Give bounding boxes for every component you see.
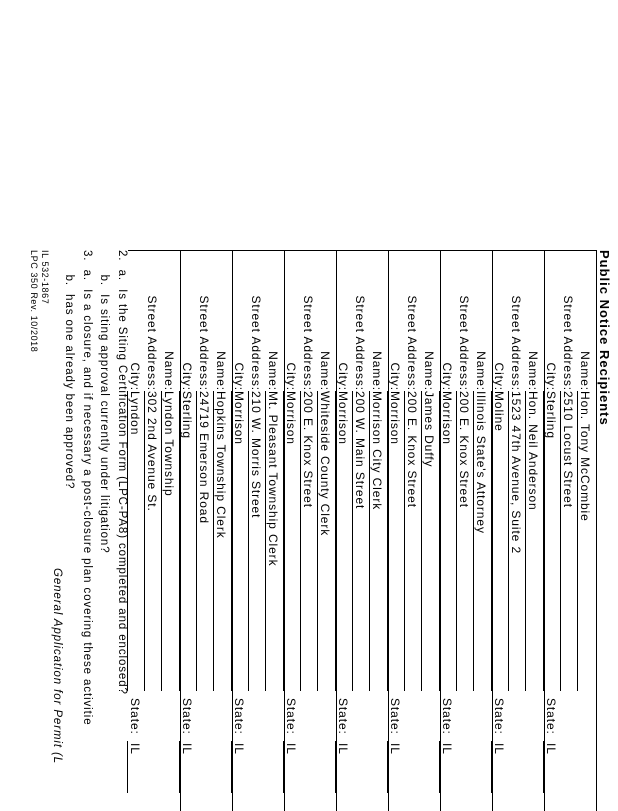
form-revision: LPC 350 Rev. 10/2018 (29, 250, 39, 353)
street-label: Street Address: (145, 295, 159, 391)
section-title: Public Notice Recipients (597, 250, 612, 426)
state-label: State: (128, 698, 142, 735)
state-field[interactable]: IL (491, 741, 507, 793)
recipient-block: Name: Mt. Pleasant Township Clerk Street A… (231, 250, 285, 811)
recipient-name-row: Name: Hopkins Township Clerk (212, 251, 229, 811)
recipient-name-row: Name: James Duffy (420, 251, 437, 811)
recipient-block: Name: Whiteside County Clerk Street Addres… (283, 250, 337, 811)
recipient-street-row: Street Address: 210 W. Morris Street (247, 251, 264, 811)
name-label: Name: (214, 351, 228, 391)
recipient-block: Name: Hopkins Township Clerk Street Addres… (179, 250, 233, 811)
name-label: Name: (474, 351, 488, 391)
street-field[interactable]: 200 E. Knox Street (404, 391, 420, 691)
name-label: Name: (578, 351, 592, 391)
street-label: Street Address: (561, 295, 575, 391)
name-field[interactable]: Hon. Neil Anderson (525, 391, 541, 691)
recipient-block: Name: Hon. Neil Anderson Street Address: 15… (491, 250, 545, 811)
name-field[interactable]: Lyndon Township (161, 391, 177, 691)
recipient-name-row: Name: Lyndon Township (160, 251, 177, 811)
street-field[interactable]: 2510 Locust Street (560, 391, 576, 691)
name-field[interactable]: Mt. Pleasant Township Clerk (265, 391, 281, 691)
city-field[interactable]: Sterling (543, 391, 559, 691)
recipient-name-row: Name: Morrison City Clerk (368, 251, 385, 811)
state-field[interactable]: IL (335, 741, 351, 793)
street-field[interactable]: 210 W. Morris Street (248, 391, 264, 691)
recipient-block: Name: Morrison City Clerk Street Address: 2… (335, 250, 389, 811)
question-item: b. has one already been approved? (63, 250, 76, 490)
city-label: City: (128, 362, 142, 392)
recipient-street-row: Street Address: 302 2nd Avenue St. (143, 251, 160, 811)
recipient-name-row: Name: Hon. Tony McCombie (576, 251, 593, 811)
state-field[interactable]: IL (231, 741, 247, 793)
street-field[interactable]: 200 E. Knox Street (300, 391, 316, 691)
street-field[interactable]: 1523 47th Avenue, Suite 2 (508, 391, 524, 691)
street-field[interactable]: 200 E. Knox Street (456, 391, 472, 691)
state-field[interactable]: IL (127, 741, 143, 793)
street-label: Street Address: (197, 295, 211, 391)
recipient-name-row: Name: Mt. Pleasant Township Clerk (264, 251, 281, 811)
question-item: 3. a. Is a closure, and if necessary a p… (81, 250, 93, 726)
recipient-street-row: Street Address: 200 E. Knox Street (403, 251, 420, 811)
recipient-block: Name: Illinois State's Attorney Street Add… (439, 250, 493, 811)
city-field[interactable]: Morrison (283, 391, 299, 691)
city-field[interactable]: Morrison (387, 391, 403, 691)
city-field[interactable]: Morrison (439, 391, 455, 691)
city-field[interactable]: Moline (491, 391, 507, 691)
state-field[interactable]: IL (439, 741, 455, 793)
name-field[interactable]: Illinois State's Attorney (473, 391, 489, 691)
form-code: IL 532-1867 (40, 250, 50, 305)
recipient-name-row: Name: Hon. Neil Anderson (524, 251, 541, 811)
recipient-street-row: Street Address: 200 E. Knox Street (299, 251, 316, 811)
recipient-city-row: City: Lyndon State: IL (126, 251, 143, 811)
street-label: Street Address: (249, 295, 263, 391)
recipient-street-row: Street Address: 200 W. Main Street (351, 251, 368, 811)
name-field[interactable]: Morrison City Clerk (369, 391, 385, 691)
street-field[interactable]: 302 2nd Avenue St. (144, 391, 160, 691)
recipient-street-row: Street Address: 200 E. Knox Street (455, 251, 472, 811)
question-item: 2. a. Is the Siting Certification Form (… (116, 250, 128, 695)
street-field[interactable]: 24719 Emerson Road (196, 391, 212, 691)
street-label: Street Address: (457, 295, 471, 391)
state-field[interactable]: IL (179, 741, 195, 793)
street-label: Street Address: (301, 295, 315, 391)
name-label: Name: (370, 351, 384, 391)
name-label: Name: (422, 351, 436, 391)
form-title: General Application for Permit (L (51, 568, 63, 765)
street-label: Street Address: (353, 295, 367, 391)
city-field[interactable]: Morrison (231, 391, 247, 691)
name-label: Name: (266, 351, 280, 391)
name-field[interactable]: Hopkins Township Clerk (213, 391, 229, 691)
name-label: Name: (318, 351, 332, 391)
name-label: Name: (162, 351, 176, 391)
recipient-street-row: Street Address: 2510 Locust Street (559, 251, 576, 811)
street-field[interactable]: 200 W. Main Street (352, 391, 368, 691)
name-label: Name: (526, 351, 540, 391)
recipient-name-row: Name: Whiteside County Clerk (316, 251, 333, 811)
state-field[interactable]: IL (543, 741, 559, 793)
recipient-street-row: Street Address: 24719 Emerson Road (195, 251, 212, 811)
street-label: Street Address: (509, 295, 523, 391)
recipient-name-row: Name: Illinois State's Attorney (472, 251, 489, 811)
state-field[interactable]: IL (387, 741, 403, 793)
city-field[interactable]: Morrison (335, 391, 351, 691)
city-field[interactable]: Sterling (179, 391, 195, 691)
recipient-block: Name: Lyndon Township Street Address: 302 2… (126, 250, 181, 811)
state-field[interactable]: IL (283, 741, 299, 793)
recipient-block: Name: James Duffy Street Address: 200 E. Kn… (387, 250, 441, 811)
name-field[interactable]: Whiteside County Clerk (317, 391, 333, 691)
city-field[interactable]: Lyndon (127, 391, 143, 691)
recipient-block: Name: Hon. Tony McCombie Street Address: 25… (543, 250, 597, 811)
name-field[interactable]: Hon. Tony McCombie (577, 391, 593, 691)
street-label: Street Address: (405, 295, 419, 391)
recipient-street-row: Street Address: 1523 47th Avenue, Suite 2 (507, 251, 524, 811)
question-item: b. Is siting approval currently under li… (98, 250, 111, 554)
name-field[interactable]: James Duffy (421, 391, 437, 691)
